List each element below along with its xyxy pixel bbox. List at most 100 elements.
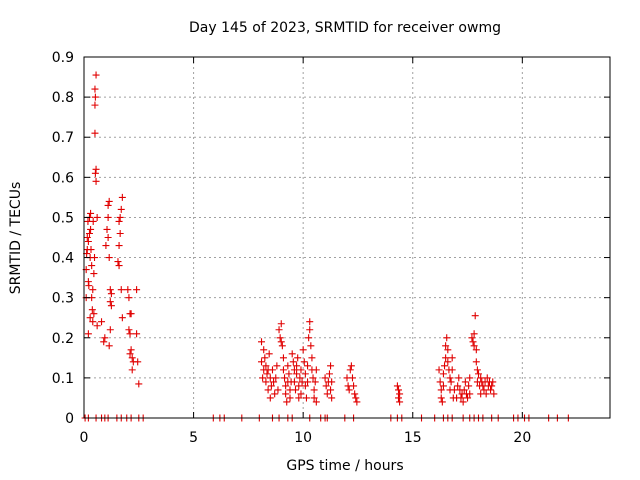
- data-point: [305, 334, 313, 342]
- y-tick-label: 0.6: [52, 170, 74, 186]
- data-point: [86, 314, 94, 322]
- data-point: [91, 101, 99, 109]
- data-point: [295, 394, 303, 402]
- data-point: [469, 338, 477, 346]
- data-point: [118, 314, 126, 322]
- data-point: [301, 370, 309, 378]
- data-point: [351, 390, 359, 398]
- data-point: [290, 366, 298, 374]
- data-point: [310, 386, 318, 394]
- data-point: [284, 362, 292, 370]
- x-tick-label: 15: [404, 430, 422, 446]
- data-point: [88, 262, 96, 270]
- data-point: [277, 338, 285, 346]
- data-point: [482, 390, 490, 398]
- x-axis: 0 5 10 15 20: [80, 57, 531, 446]
- data-point: [473, 366, 481, 374]
- data-point: [84, 330, 92, 338]
- data-point: [127, 310, 135, 318]
- data-point: [104, 234, 112, 241]
- data-point: [490, 390, 498, 398]
- data-point: [87, 209, 95, 217]
- data-point: [444, 358, 452, 366]
- data-point: [115, 217, 123, 225]
- data-point: [323, 390, 331, 398]
- data-point: [446, 374, 454, 382]
- data-point: [127, 346, 135, 354]
- y-tick-label: 0.4: [52, 251, 74, 267]
- data-point: [325, 370, 333, 378]
- data-point: [89, 217, 97, 225]
- data-point: [301, 382, 309, 390]
- data-point: [266, 394, 274, 402]
- data-point: [327, 362, 335, 370]
- data-point: [307, 342, 315, 350]
- data-point: [293, 362, 301, 370]
- data-point: [312, 398, 320, 406]
- data-point: [291, 386, 299, 394]
- data-point: [101, 334, 109, 342]
- data-point: [352, 394, 360, 402]
- data-point: [281, 374, 289, 382]
- data-point: [311, 378, 319, 386]
- data-point: [286, 394, 294, 402]
- data-point: [89, 286, 97, 294]
- data-point: [262, 362, 270, 370]
- data-point: [293, 370, 301, 378]
- data-point: [85, 282, 93, 290]
- data-point: [128, 366, 136, 374]
- data-point: [306, 318, 314, 326]
- data-point: [353, 398, 361, 406]
- y-tick-label: 0.2: [52, 331, 74, 347]
- x-axis-label: GPS time / hours: [286, 458, 403, 474]
- data-point: [308, 354, 316, 362]
- data-point: [327, 386, 335, 394]
- data-point: [436, 378, 444, 386]
- data-point: [85, 229, 93, 237]
- data-point: [100, 338, 108, 346]
- data-point: [328, 378, 336, 386]
- x-tick-label: 20: [513, 430, 531, 446]
- data-point: [460, 386, 468, 394]
- data-point: [116, 229, 124, 237]
- data-point: [297, 390, 305, 398]
- y-tick-label: 0.5: [52, 210, 74, 226]
- data-point: [304, 378, 312, 386]
- data-point: [89, 318, 97, 326]
- data-point: [91, 254, 99, 262]
- data-point: [92, 71, 100, 79]
- data-point: [437, 386, 445, 394]
- data-point: [263, 370, 271, 378]
- data-point: [350, 382, 358, 390]
- data-point: [464, 394, 472, 402]
- data-point: [125, 294, 133, 302]
- data-point: [480, 386, 488, 394]
- data-point: [116, 213, 124, 221]
- data-point: [488, 382, 496, 390]
- data-point: [114, 258, 122, 266]
- data-point: [454, 382, 462, 390]
- data-point: [466, 374, 474, 382]
- data-point: [87, 225, 95, 233]
- data-point: [278, 342, 286, 350]
- y-axis: 0 0.1 0.2 0.3 0.4 0.5 0.6 0.7 0.8 0.9: [52, 50, 610, 427]
- data-point: [396, 398, 404, 406]
- data-point: [322, 382, 330, 390]
- data-point: [282, 390, 290, 398]
- data-point: [328, 394, 336, 402]
- data-point: [346, 366, 354, 374]
- data-point: [477, 374, 485, 382]
- data-point: [106, 286, 114, 294]
- data-point: [310, 394, 318, 402]
- data-point: [107, 302, 115, 310]
- data-point: [437, 394, 445, 402]
- data-point: [124, 286, 132, 294]
- data-point: [270, 378, 278, 386]
- data-point: [347, 362, 355, 370]
- data-point: [282, 382, 290, 390]
- data-point: [471, 312, 479, 320]
- data-point: [93, 322, 101, 330]
- data-point: [91, 129, 99, 137]
- data-point: [489, 378, 497, 386]
- data-point: [285, 370, 293, 378]
